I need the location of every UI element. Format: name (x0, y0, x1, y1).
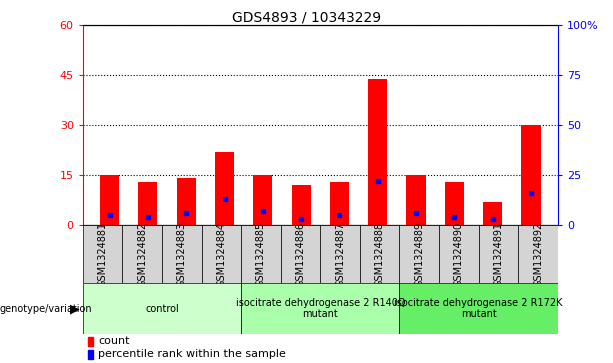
Bar (241, 225, 281, 283)
Bar (321, 225, 360, 283)
Bar (360, 225, 400, 283)
Bar (139, 182, 158, 225)
Text: GSM1324882: GSM1324882 (137, 221, 147, 287)
Bar (241, 283, 400, 334)
Bar (483, 202, 502, 225)
Bar (368, 79, 387, 225)
Text: ▶: ▶ (70, 302, 80, 315)
Text: GSM1324885: GSM1324885 (256, 221, 266, 287)
Bar (162, 225, 202, 283)
Text: GSM1324890: GSM1324890 (454, 221, 464, 287)
Bar (100, 175, 119, 225)
Text: count: count (98, 336, 129, 346)
Text: GSM1324883: GSM1324883 (177, 221, 187, 287)
Bar (445, 182, 464, 225)
Text: control: control (145, 303, 179, 314)
Bar (439, 225, 479, 283)
Text: GSM1324887: GSM1324887 (335, 221, 345, 287)
Bar (83, 283, 241, 334)
Text: GSM1324889: GSM1324889 (414, 221, 424, 287)
Text: percentile rank within the sample: percentile rank within the sample (98, 349, 286, 359)
Text: GSM1324884: GSM1324884 (216, 221, 226, 287)
Bar (518, 225, 558, 283)
Bar (400, 225, 439, 283)
Bar (83, 225, 123, 283)
Text: GSM1324886: GSM1324886 (295, 221, 305, 287)
Text: isocitrate dehydrogenase 2 R140Q
mutant: isocitrate dehydrogenase 2 R140Q mutant (235, 298, 405, 319)
Bar (522, 125, 541, 225)
Bar (292, 185, 311, 225)
Bar (281, 225, 321, 283)
Text: GSM1324892: GSM1324892 (533, 221, 543, 287)
Text: GSM1324891: GSM1324891 (493, 221, 503, 287)
Text: genotype/variation: genotype/variation (0, 303, 93, 314)
Bar (215, 152, 234, 225)
Bar (406, 175, 425, 225)
Bar (330, 182, 349, 225)
Text: isocitrate dehydrogenase 2 R172K
mutant: isocitrate dehydrogenase 2 R172K mutant (394, 298, 563, 319)
Text: GDS4893 / 10343229: GDS4893 / 10343229 (232, 11, 381, 25)
Bar (177, 179, 196, 225)
Bar (400, 283, 558, 334)
Bar (479, 225, 518, 283)
Bar (88, 337, 93, 346)
Bar (123, 225, 162, 283)
Bar (88, 350, 93, 359)
Bar (202, 225, 241, 283)
Text: GSM1324881: GSM1324881 (97, 221, 107, 287)
Bar (253, 175, 272, 225)
Text: GSM1324888: GSM1324888 (375, 221, 385, 287)
